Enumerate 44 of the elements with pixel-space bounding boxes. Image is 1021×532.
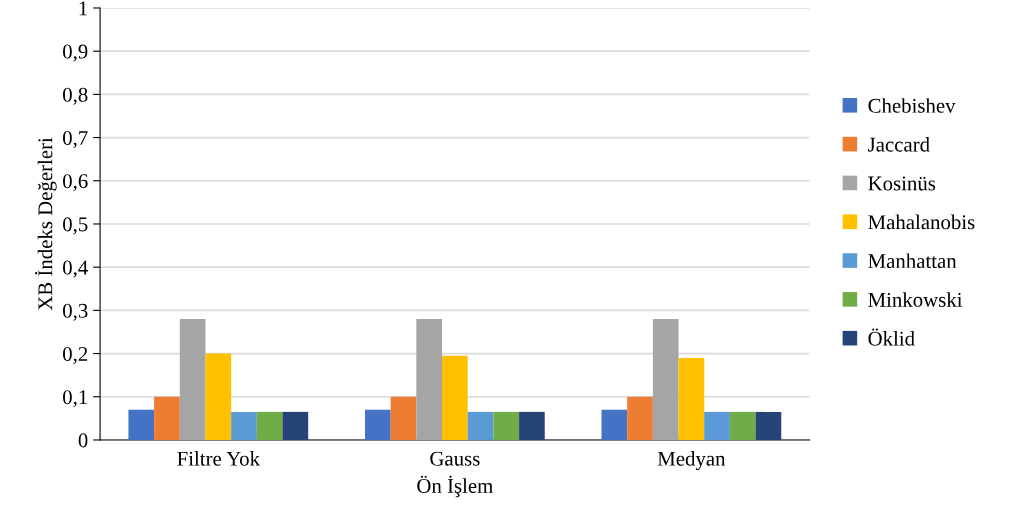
x-tick-label: Filtre Yok	[177, 451, 260, 466]
bar	[755, 411, 782, 440]
bar	[729, 411, 756, 440]
bar	[364, 409, 391, 440]
bar	[601, 409, 628, 440]
bar	[704, 411, 730, 440]
bar	[282, 411, 309, 440]
bar	[179, 319, 206, 440]
bar	[627, 396, 653, 440]
y-tick-label: 0	[78, 433, 88, 448]
bar	[519, 411, 545, 440]
y-tick-label: 1	[79, 1, 87, 16]
legend-label: Jaccard	[868, 136, 930, 152]
bar	[652, 319, 679, 440]
y-axis-title: XB İndeks Değerleri	[35, 137, 57, 311]
bar	[493, 411, 520, 440]
y-tick-label: 0,9	[63, 44, 88, 62]
bar	[128, 409, 155, 440]
bar	[231, 411, 257, 440]
legend-label: Kosinüs	[868, 176, 936, 191]
legend-label: Minkowski	[868, 292, 963, 307]
bar	[467, 411, 494, 440]
y-tick-label: 0,3	[63, 303, 88, 321]
bar	[678, 357, 705, 440]
legend-label: Öklid	[868, 328, 915, 346]
bar	[205, 353, 232, 440]
y-tick-label: 0,8	[63, 87, 88, 105]
x-axis-title: Ön İşlem	[417, 475, 494, 498]
y-tick-label: 0,6	[63, 174, 88, 192]
x-tick-label: Medyan	[657, 451, 726, 471]
bar	[442, 355, 468, 440]
x-tick-label: Gauss	[430, 451, 480, 466]
y-tick-label: 0,7	[63, 130, 88, 149]
y-tick-label: 0,5	[63, 217, 88, 235]
bar	[256, 411, 283, 440]
legend-label: Mahalanobis	[868, 214, 975, 230]
bar	[416, 319, 443, 440]
y-tick-label: 0,1	[63, 390, 87, 408]
legend-label: Chebishev	[868, 98, 956, 113]
y-tick-label: 0,2	[63, 346, 88, 364]
legend-label: Manhattan	[868, 253, 957, 269]
bar	[154, 396, 180, 440]
bar	[390, 396, 417, 440]
y-tick-label: 0,4	[63, 260, 88, 278]
